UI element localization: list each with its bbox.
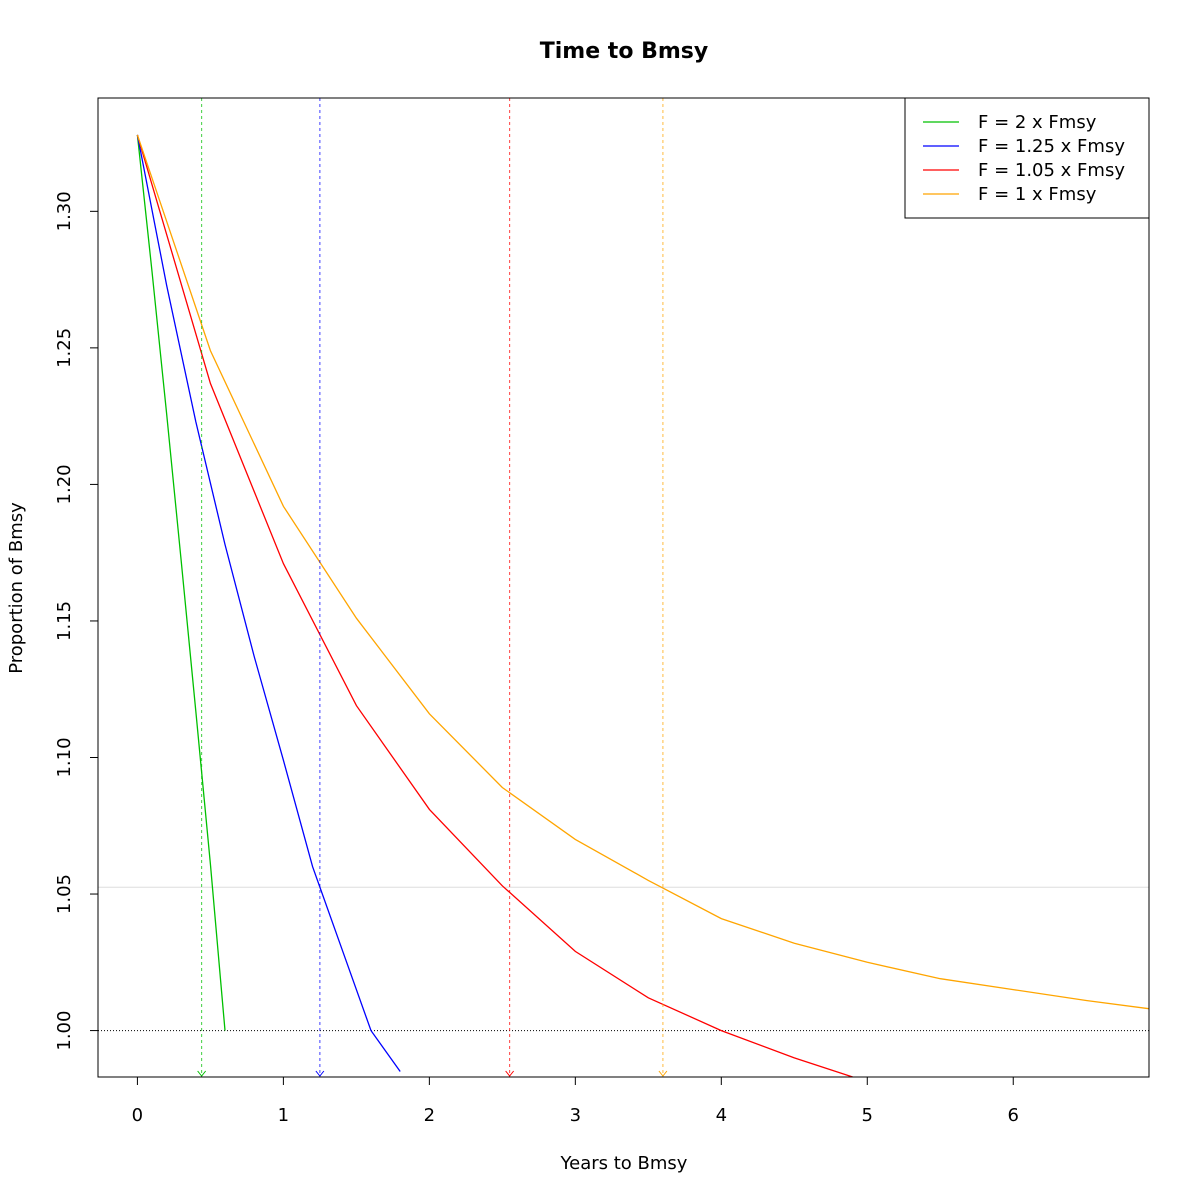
- y-tick-label: 1.00: [54, 1011, 75, 1051]
- legend-box: [904, 97, 1150, 219]
- y-tick-label: 1.15: [54, 601, 75, 641]
- series-line-1: [136, 134, 226, 1031]
- y-tick-label: 1.30: [54, 191, 75, 231]
- x-tick-label: 2: [424, 1105, 435, 1126]
- legend-entry-4: F = 1 x Fmsy: [978, 184, 1097, 205]
- x-tick-label: 5: [862, 1105, 873, 1126]
- legend-entry-3: F = 1.05 x Fmsy: [978, 160, 1125, 181]
- time-to-bmsy-arrowhead-4: [658, 1070, 668, 1077]
- x-tick-label: 0: [132, 1105, 143, 1126]
- y-tick-label: 1.05: [54, 874, 75, 914]
- y-tick-label: 1.20: [54, 464, 75, 504]
- y-tick-label: 1.25: [54, 328, 75, 368]
- x-tick-label: 6: [1008, 1105, 1019, 1126]
- x-tick-label: 4: [716, 1105, 727, 1126]
- x-tick-label: 1: [278, 1105, 289, 1126]
- legend: F = 2 x Fmsy F = 1.25 x Fmsy F = 1.05 x Fm…: [904, 97, 1150, 219]
- series-line-4: [136, 134, 1149, 1010]
- x-tick-label: 3: [570, 1105, 581, 1126]
- y-tick-label: 1.10: [54, 737, 75, 777]
- legend-entry-2: F = 1.25 x Fmsy: [978, 136, 1125, 157]
- chart-title: Time to Bmsy: [540, 39, 708, 64]
- series-line-3: [136, 134, 853, 1077]
- time-to-bmsy-arrowhead-2: [315, 1070, 325, 1077]
- plot-area: [98, 134, 1149, 1077]
- legend-entry-1: F = 2 x Fmsy: [978, 112, 1097, 133]
- y-axis-label: Proportion of Bmsy: [6, 502, 27, 674]
- axes: 0 1 2 3 4 5 6 1.00 1.05 1.10 1.15 1.20 1.25 1.30: [54, 97, 1150, 1126]
- time-to-bmsy-arrowhead-1: [197, 1070, 207, 1077]
- series-line-2: [136, 134, 401, 1072]
- time-to-bmsy-arrowhead-3: [505, 1070, 515, 1077]
- x-axis-label: Years to Bmsy: [560, 1153, 688, 1174]
